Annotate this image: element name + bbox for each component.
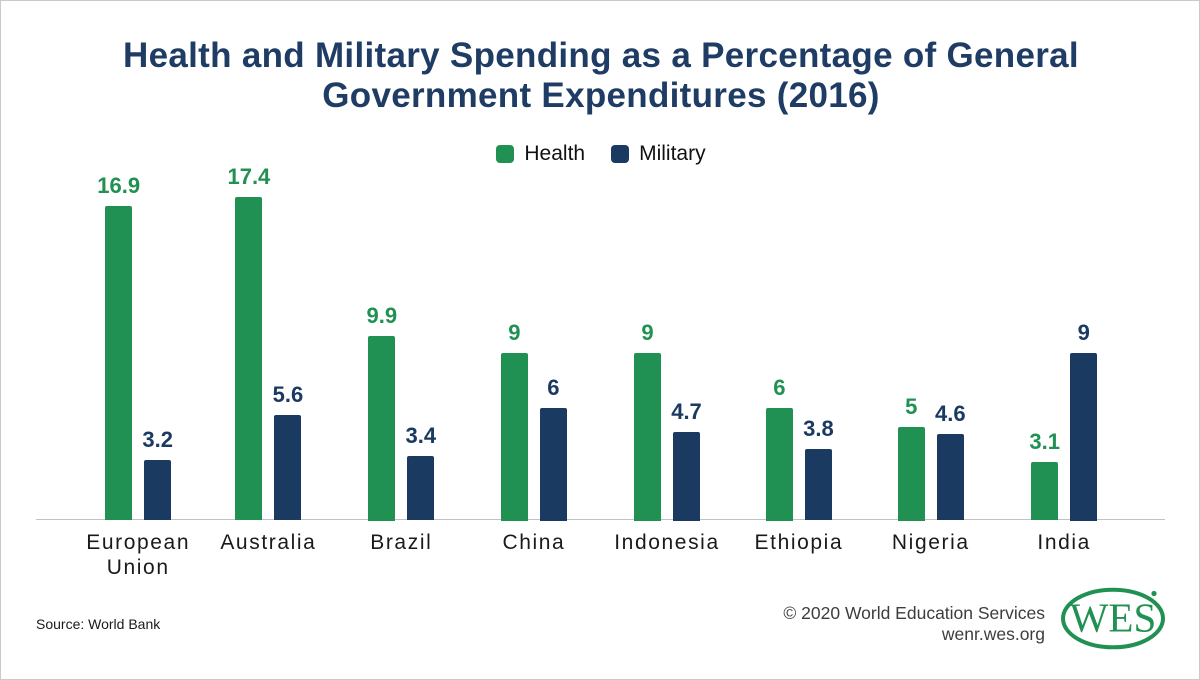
svg-text:WES: WES (1070, 595, 1157, 641)
